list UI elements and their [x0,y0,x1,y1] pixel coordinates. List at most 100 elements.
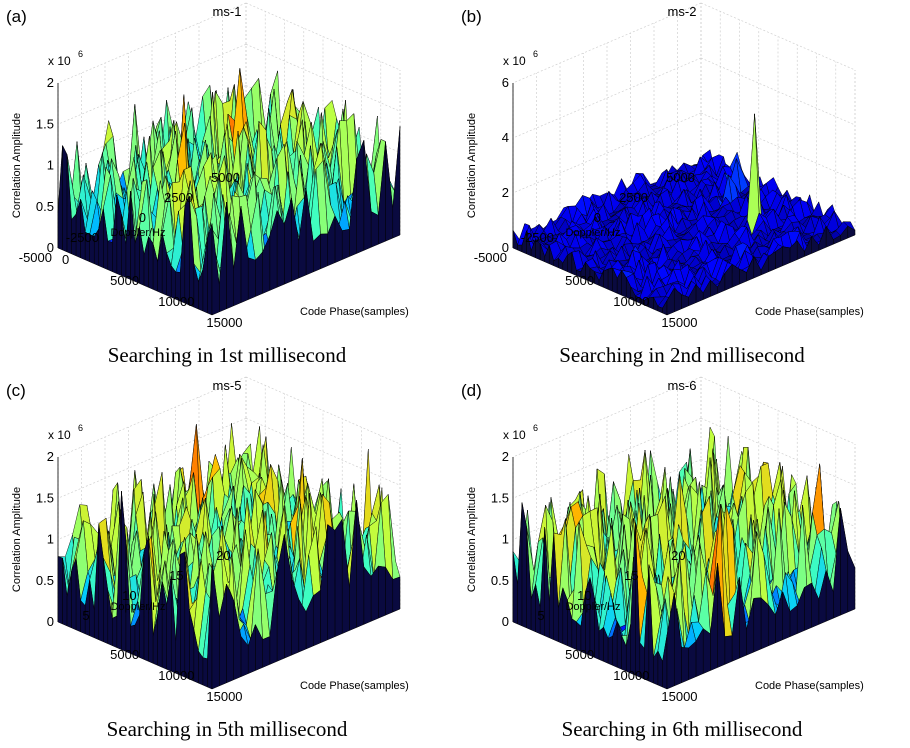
z-tick-label: 1 [47,532,54,547]
z-tick-label: 0.5 [36,199,54,214]
z-tick-label: 2 [47,75,54,90]
z-tick-label: 0.5 [491,573,509,588]
z-multiplier: x 10 [48,54,71,68]
y-tick-label: -2500 [521,230,554,245]
y-ticks: 5000 2500 0 -2500 -5000 [19,170,240,265]
y-tick-label: 2500 [164,190,193,205]
panel-letter: (d) [461,381,482,400]
correlation-surface [57,68,401,316]
z-axis-label: Correlation Amplitude [11,487,23,592]
y-tick-label: 20 [216,548,230,563]
z-exponent: 6 [78,49,83,59]
z-exponent: 6 [533,423,538,433]
z-tick-label: 1.5 [491,490,509,505]
x-tick-label: 10000 [158,294,194,309]
z-exponent: 6 [533,49,538,59]
y-tick-label: 0 [594,210,601,225]
y-tick-label: 15 [624,568,638,583]
correlation-surface [512,426,856,690]
axes-box [512,376,856,623]
x-tick-label: 10000 [613,294,649,309]
z-tick-label: 2 [47,449,54,464]
y-ticks: 5000 2500 0 -2500 -5000 [474,170,695,265]
z-tick-label: 0 [502,614,509,629]
x-tick-label: 15000 [206,689,242,704]
x-axis-label: Code Phase(samples) [755,306,864,318]
panel-title: ms-1 [213,4,242,19]
z-axis-label: Correlation Amplitude [466,113,478,218]
y-tick-label: 0 [139,210,146,225]
z-tick-label: 2 [502,185,509,200]
x-axis-label: Code Phase(samples) [300,306,409,318]
y-tick-label: 5 [537,608,544,623]
y-tick-label: 5000 [666,170,695,185]
panel-title: ms-5 [213,378,242,393]
x-axis-label: Code Phase(samples) [755,680,864,692]
y-tick-label: 2500 [619,190,648,205]
x-tick-label: 0 [62,252,69,267]
z-axis-label: Correlation Amplitude [466,487,478,592]
panel-c: (c) ms-5 0 0.5 1 1.5 2 x 10 6 Correlation Amplitu… [0,374,455,748]
y-tick-label: -5000 [474,250,507,265]
panel-d: (d) ms-6 0 0.5 1 1.5 2 x 10 6 Correlation Amplitu… [455,374,910,748]
y-axis-label: Doppler/Hz [565,227,620,239]
x-tick-label: 15000 [661,689,697,704]
y-tick-label: 5000 [211,170,240,185]
panel-a: (a) ms-1 0 0.5 1 1.5 2 x 10 6 Correlation Amplitu… [0,0,455,374]
z-tick-label: 6 [502,75,509,90]
y-ticks: 20 15 10 5 [537,548,685,623]
x-ticks: 5000 10000 15000 [565,647,697,704]
x-tick-label: 15000 [661,315,697,330]
z-tick-label: 1.5 [36,116,54,131]
axes-box [512,2,856,249]
x-ticks: 5000 10000 15000 [110,647,242,704]
z-multiplier: x 10 [503,54,526,68]
z-tick-label: 2 [502,449,509,464]
z-ticks: 0 0.5 1 1.5 2 [36,449,54,629]
y-tick-label: 10 [122,588,136,603]
y-tick-label: 10 [577,588,591,603]
z-ticks: 0 0.5 1 1.5 2 [36,75,54,255]
panel-caption: Searching in 2nd millisecond [559,343,805,367]
chart-svg: (a) ms-1 0 0.5 1 1.5 2 x 10 6 Correlation Amplitu… [6,2,409,367]
x-tick-label: 5000 [110,647,139,662]
panel-letter: (b) [461,7,482,26]
z-tick-label: 0 [47,614,54,629]
panel-letter: (c) [6,381,26,400]
chart-svg: (d) ms-6 0 0.5 1 1.5 2 x 10 6 Correlation Amplitu… [461,376,864,741]
x-ticks: 5000 10000 15000 [565,273,697,330]
y-tick-label: 15 [169,568,183,583]
z-multiplier: x 10 [503,428,526,442]
x-tick-label: 10000 [158,668,194,683]
panel-title: ms-6 [668,378,697,393]
x-ticks: 0 5000 10000 15000 [62,252,243,330]
x-tick-label: 15000 [206,315,242,330]
x-tick-label: 5000 [110,273,139,288]
y-tick-label: 5 [82,608,89,623]
z-tick-label: 4 [502,130,509,145]
z-tick-label: 1.5 [36,490,54,505]
panel-caption: Searching in 5th millisecond [107,717,348,741]
z-tick-label: 0 [47,240,54,255]
y-tick-label: 20 [671,548,685,563]
x-tick-label: 5000 [565,273,594,288]
x-axis-label: Code Phase(samples) [300,680,409,692]
correlation-surface [512,113,856,316]
panel-caption: Searching in 6th millisecond [562,717,803,741]
y-tick-label: -2500 [66,230,99,245]
z-multiplier: x 10 [48,428,71,442]
x-tick-label: 10000 [613,668,649,683]
z-tick-label: 0.5 [36,573,54,588]
axes-box [57,2,401,249]
panel-title: ms-2 [668,4,697,19]
y-ticks: 20 15 10 5 [82,548,230,623]
panel-letter: (a) [6,7,27,26]
z-ticks: 0 2 4 6 [502,75,509,255]
y-axis-label: Doppler/Hz [110,601,165,613]
z-axis-label: Correlation Amplitude [11,113,23,218]
z-tick-label: 1 [502,532,509,547]
z-ticks: 0 0.5 1 1.5 2 [491,449,509,629]
z-tick-label: 1 [47,158,54,173]
z-tick-label: 0 [502,240,509,255]
